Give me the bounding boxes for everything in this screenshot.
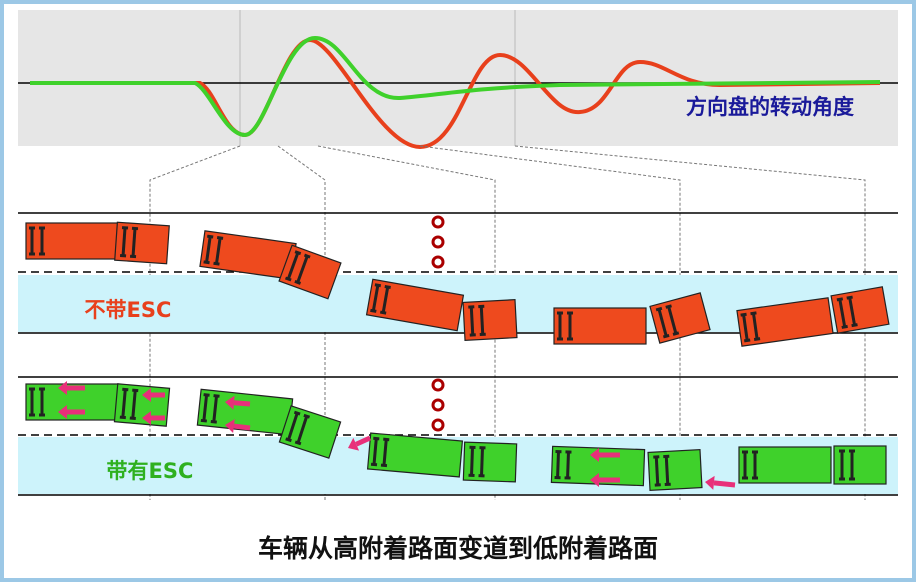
force-arrow	[713, 480, 736, 488]
force-arrow-head	[142, 411, 151, 425]
scenario-label: 不带ESC	[85, 298, 172, 322]
trailer	[553, 307, 647, 345]
force-arrow	[233, 423, 251, 431]
cab	[647, 449, 703, 491]
cab	[649, 292, 711, 344]
cab	[830, 286, 890, 334]
cab	[278, 405, 342, 459]
force-arrow-head	[58, 405, 67, 419]
force-arrow-head	[705, 475, 715, 490]
force-arrow-head	[225, 395, 235, 410]
trailer	[196, 388, 294, 436]
trailer	[365, 278, 465, 332]
trailer	[25, 222, 119, 260]
trailer	[199, 230, 297, 280]
force-arrow-head	[590, 448, 599, 462]
force-arrow-head	[58, 381, 67, 395]
trucks	[25, 221, 890, 491]
force-arrow-head	[225, 419, 235, 434]
scenario-label: 带有ESC	[107, 459, 194, 483]
trailer	[738, 446, 832, 484]
force-arrow	[355, 435, 372, 447]
trailer	[736, 297, 834, 347]
trailer	[366, 432, 464, 478]
force-arrow	[233, 400, 251, 407]
cab	[114, 221, 170, 265]
steering-panel	[18, 10, 898, 146]
cab	[833, 445, 887, 485]
force-arrow-head	[348, 437, 360, 451]
caption: 车辆从高附着路面变道到低附着路面	[258, 534, 658, 563]
curve-esc	[30, 35, 881, 138]
guide-lines	[149, 145, 866, 500]
trailer	[550, 445, 646, 487]
cab	[462, 441, 518, 483]
curve-label: 方向盘的转动角度	[686, 95, 854, 119]
force-arrow-head	[590, 473, 599, 487]
markers	[431, 215, 445, 432]
trailer	[25, 383, 119, 421]
cab	[278, 244, 342, 300]
force-arrow-head	[142, 388, 151, 402]
cab	[462, 299, 518, 341]
